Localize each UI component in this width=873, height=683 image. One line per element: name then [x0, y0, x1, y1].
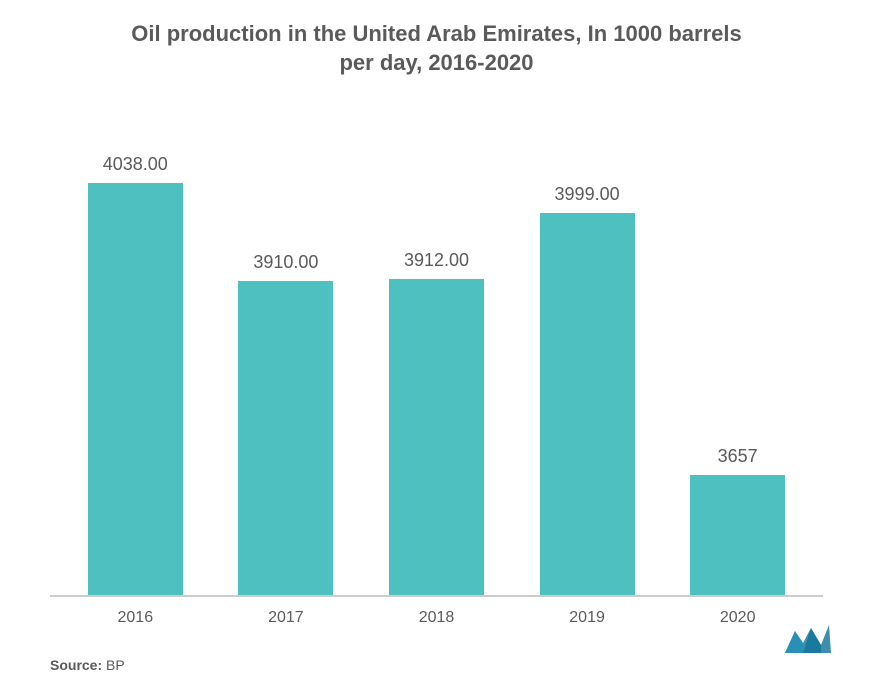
bar	[389, 279, 484, 595]
x-axis-label: 2018	[369, 609, 505, 627]
chart-title: Oil production in the United Arab Emirat…	[40, 20, 833, 77]
bar-group: 3910.00	[218, 107, 354, 595]
bar-group: 3657	[670, 107, 806, 595]
bar-value-label: 3912.00	[404, 250, 469, 271]
x-axis-label: 2016	[68, 609, 204, 627]
bar-group: 4038.00	[68, 107, 204, 595]
bar-value-label: 3999.00	[555, 184, 620, 205]
bars-container: 4038.00 3910.00 3912.00 3999.00 3657	[50, 107, 823, 595]
source-attribution: Source: BP	[50, 657, 833, 673]
bar	[690, 475, 785, 595]
bar-value-label: 3657	[718, 446, 758, 467]
source-prefix: Source:	[50, 657, 102, 673]
x-axis-label: 2017	[218, 609, 354, 627]
source-name: BP	[106, 657, 125, 673]
bar-value-label: 3910.00	[253, 252, 318, 273]
chart-plot-area: 4038.00 3910.00 3912.00 3999.00 3657	[50, 107, 823, 597]
bar	[88, 183, 183, 595]
bar-group: 3999.00	[519, 107, 655, 595]
bar-value-label: 4038.00	[103, 154, 168, 175]
bar	[238, 281, 333, 595]
bar	[540, 213, 635, 596]
x-axis-label: 2019	[519, 609, 655, 627]
bar-group: 3912.00	[369, 107, 505, 595]
mordor-intelligence-logo-icon	[783, 623, 833, 658]
x-axis: 2016 2017 2018 2019 2020	[50, 609, 823, 627]
